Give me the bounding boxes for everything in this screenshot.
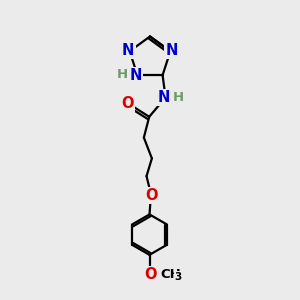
Text: N: N [166, 43, 178, 58]
Text: H: H [172, 91, 184, 104]
Text: O: O [144, 267, 157, 282]
Text: N: N [158, 90, 170, 105]
Text: O: O [121, 96, 134, 111]
Text: 3: 3 [174, 272, 181, 281]
Text: CH: CH [161, 268, 182, 281]
Text: N: N [122, 43, 134, 58]
Text: O: O [145, 188, 158, 203]
Text: N: N [130, 68, 142, 83]
Text: H: H [116, 68, 128, 81]
